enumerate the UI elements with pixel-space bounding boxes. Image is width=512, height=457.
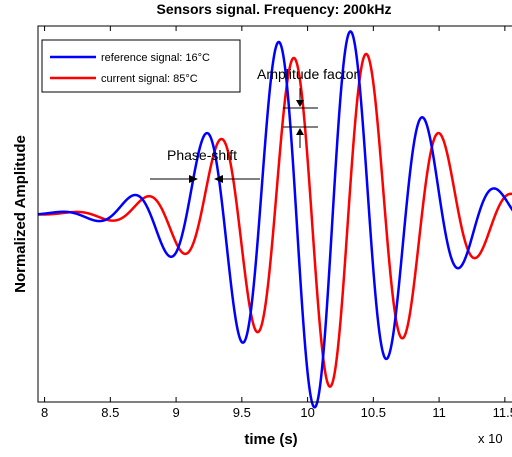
phase-shift-annotation: Phase-shift (150, 147, 260, 183)
series-line-reference (37, 30, 512, 409)
legend: reference signal: 16°C current signal: 8… (41, 39, 241, 93)
amplitude-arrow-down-head (296, 100, 304, 107)
x-axis-label: time (s) (244, 431, 297, 448)
phase-shift-label: Phase-shift (167, 147, 237, 163)
phase-arrow-left-head (214, 175, 223, 183)
legend-label-reference: reference signal: 16°C (101, 52, 210, 64)
y-axis-label: Normalized Amplitude (12, 135, 29, 293)
chart-title: Sensors signal. Frequency: 200kHz (157, 1, 392, 17)
x-exponent-label: x 10 (478, 431, 503, 446)
series-line-current (37, 52, 512, 388)
amplitude-factor-label: Amplitude factor (257, 66, 358, 82)
legend-box (41, 39, 241, 93)
series-layer (37, 30, 512, 409)
plot-frame (37, 25, 512, 403)
phase-arrow-right-head (189, 175, 198, 183)
x-tick-label: 9 (172, 405, 179, 420)
amplitude-arrow-up-head (296, 128, 304, 135)
plot-area (37, 25, 512, 409)
x-tick-label: 8.5 (101, 405, 119, 420)
amplitude-factor-annotation: Amplitude factor (257, 66, 358, 148)
x-tick-label: 10.5 (361, 405, 386, 420)
legend-label-current: current signal: 85°C (101, 73, 198, 85)
x-tick-label: 9.5 (233, 405, 251, 420)
x-tick-label: 11.5 (493, 405, 512, 420)
x-tick-label: 11 (432, 405, 446, 420)
x-axis-ticks: 8 8.5 9 9.5 10 10.5 11 11.5 (41, 26, 512, 420)
x-tick-label: 8 (41, 405, 48, 420)
x-tick-label: 10 (300, 405, 314, 420)
